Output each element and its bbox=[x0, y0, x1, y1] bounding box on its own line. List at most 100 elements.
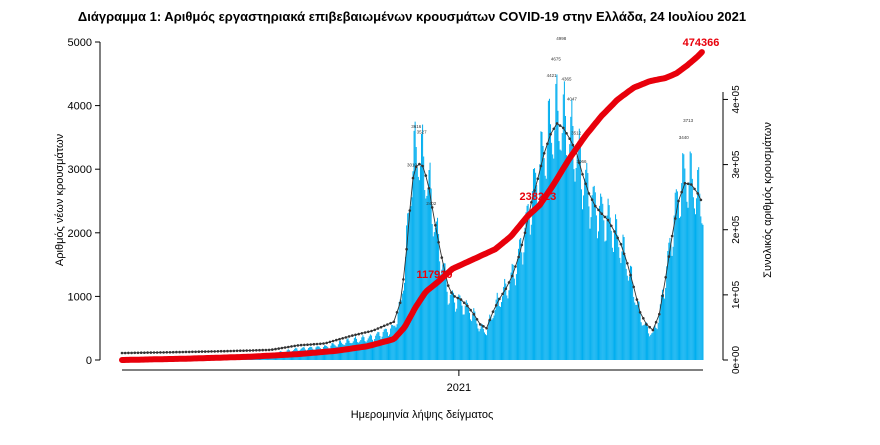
moving-average-point bbox=[123, 351, 127, 355]
bar bbox=[645, 322, 647, 360]
y-tick-label: 1000 bbox=[68, 291, 92, 303]
bar bbox=[435, 221, 437, 360]
moving-average-point bbox=[159, 351, 162, 354]
moving-average-point bbox=[200, 350, 204, 353]
moving-average-point bbox=[207, 350, 210, 353]
bar bbox=[464, 305, 466, 360]
moving-average-point bbox=[629, 273, 632, 277]
moving-average-point bbox=[434, 223, 437, 227]
bar bbox=[641, 325, 643, 360]
bar bbox=[628, 276, 630, 360]
moving-average-point bbox=[130, 351, 133, 355]
moving-average-point bbox=[242, 349, 245, 353]
moving-average-point bbox=[171, 350, 175, 354]
moving-average-point bbox=[306, 343, 309, 347]
bar bbox=[364, 341, 366, 360]
moving-average-point bbox=[392, 320, 396, 324]
moving-average-point bbox=[690, 183, 693, 186]
bar bbox=[507, 298, 509, 360]
moving-average-point bbox=[229, 349, 232, 353]
bar bbox=[537, 205, 539, 360]
bar bbox=[651, 333, 653, 360]
bar bbox=[367, 338, 369, 360]
bar bbox=[380, 339, 382, 360]
bar bbox=[419, 165, 421, 360]
bar bbox=[668, 242, 670, 360]
moving-average-point bbox=[120, 351, 124, 355]
y-tick-label: 4000 bbox=[68, 101, 92, 113]
moving-average-point bbox=[335, 338, 338, 342]
bar bbox=[653, 326, 655, 360]
bar bbox=[607, 198, 609, 360]
bar bbox=[493, 315, 495, 360]
bar bbox=[560, 150, 562, 360]
bar bbox=[606, 215, 608, 360]
bar bbox=[414, 121, 416, 361]
moving-average-point bbox=[162, 351, 165, 354]
moving-average-point bbox=[520, 243, 524, 247]
bar bbox=[523, 252, 525, 360]
moving-average-point bbox=[555, 122, 559, 125]
bar bbox=[440, 274, 442, 360]
bar bbox=[677, 199, 679, 360]
moving-average-point bbox=[664, 276, 667, 279]
moving-average-point bbox=[146, 351, 149, 354]
cumulative-annotation: 474366 bbox=[683, 37, 720, 49]
bar bbox=[637, 300, 639, 360]
bar bbox=[596, 238, 598, 360]
bar bbox=[463, 314, 465, 360]
bar bbox=[471, 321, 473, 360]
bar bbox=[597, 231, 599, 360]
bar bbox=[691, 178, 693, 360]
bar bbox=[462, 314, 464, 360]
bar bbox=[518, 248, 520, 360]
moving-average-point bbox=[667, 255, 671, 258]
moving-average-point bbox=[677, 199, 680, 203]
bar bbox=[550, 124, 552, 360]
bar bbox=[617, 235, 619, 360]
bar bbox=[358, 342, 360, 360]
bar bbox=[498, 306, 500, 360]
moving-average-point bbox=[642, 317, 645, 320]
moving-average-point bbox=[363, 331, 367, 334]
bar bbox=[366, 340, 368, 360]
bar bbox=[494, 310, 496, 360]
bar bbox=[387, 336, 389, 360]
bar bbox=[455, 311, 457, 360]
moving-average-point bbox=[389, 321, 392, 325]
moving-average-point bbox=[539, 164, 543, 168]
moving-average-point bbox=[197, 350, 201, 354]
moving-average-point bbox=[437, 241, 440, 244]
bar bbox=[446, 291, 448, 360]
bar bbox=[589, 228, 591, 360]
bar bbox=[453, 292, 455, 360]
bar bbox=[393, 326, 395, 360]
bar bbox=[613, 232, 615, 360]
moving-average-point bbox=[191, 350, 194, 354]
bar bbox=[670, 244, 672, 360]
y-tick-label: 3000 bbox=[68, 164, 92, 176]
bar bbox=[562, 94, 564, 361]
moving-average-point bbox=[187, 350, 191, 354]
bar bbox=[479, 328, 481, 360]
bar bbox=[605, 240, 607, 360]
bar bbox=[450, 291, 452, 360]
moving-average-point bbox=[546, 142, 549, 146]
bar bbox=[374, 339, 376, 360]
moving-average-point bbox=[568, 137, 571, 140]
moving-average-point bbox=[462, 301, 466, 305]
moving-average-point bbox=[450, 291, 453, 294]
moving-average-point bbox=[165, 351, 169, 354]
moving-average-point bbox=[536, 177, 540, 180]
moving-average-point bbox=[558, 124, 562, 127]
bar bbox=[502, 296, 504, 360]
moving-average-point bbox=[578, 161, 581, 165]
bar bbox=[460, 298, 462, 360]
bar bbox=[654, 324, 656, 360]
moving-average-point bbox=[638, 311, 642, 314]
bar bbox=[528, 217, 530, 360]
bar bbox=[426, 195, 428, 360]
bar bbox=[696, 198, 698, 360]
bar bbox=[702, 224, 704, 360]
moving-average-point bbox=[600, 212, 603, 215]
